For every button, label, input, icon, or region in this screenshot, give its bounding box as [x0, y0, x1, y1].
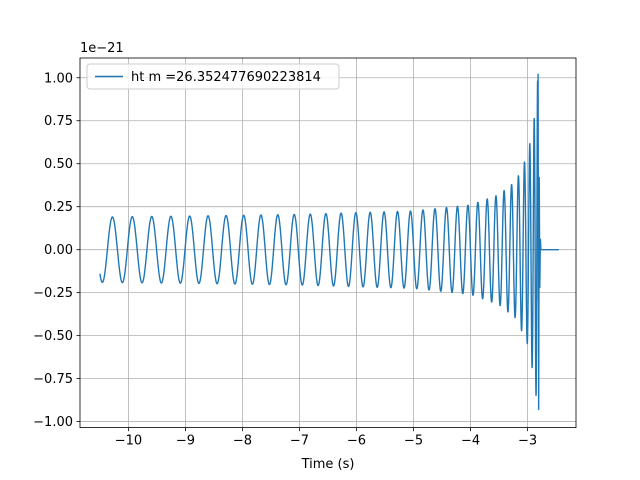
x-tick-label: −6	[347, 434, 366, 449]
x-tick-label: −10	[115, 434, 142, 449]
x-tick-label: −3	[518, 434, 537, 449]
x-tick-label: −4	[461, 434, 480, 449]
y-tick-label: 0.00	[44, 243, 73, 258]
x-axis: −10 −9 −8 −7 −6 −5 −4 −3	[115, 427, 537, 449]
x-tick-label: −8	[233, 434, 252, 449]
y-tick-label: 1.00	[44, 71, 73, 86]
x-axis-label: Time (s)	[301, 457, 355, 472]
y-tick-label: 0.50	[44, 157, 73, 172]
y-tick-label: −0.75	[33, 372, 73, 387]
series-line	[99, 73, 559, 411]
x-tick-label: −7	[290, 434, 309, 449]
y-tick-label: −0.50	[33, 329, 73, 344]
y-tick-label: −0.25	[33, 286, 73, 301]
y-tick-label: 0.75	[44, 114, 73, 129]
legend-box	[86, 63, 340, 90]
y-offset-label: 1e−21	[80, 41, 124, 56]
plot-frame	[79, 57, 577, 429]
y-tick-label: 0.25	[44, 200, 73, 215]
legend-label: ht m =26.352477690223814	[131, 70, 321, 85]
series-layer	[99, 73, 559, 411]
x-tick-label: −5	[404, 434, 423, 449]
y-axis: −1.00 −0.75 −0.50 −0.25 0.00 0.25 0.50 0.75 1.00	[33, 71, 80, 430]
x-tick-label: −9	[176, 434, 195, 449]
y-tick-label: −1.00	[33, 415, 73, 430]
legend: ht m =26.352477690223814	[86, 63, 340, 90]
